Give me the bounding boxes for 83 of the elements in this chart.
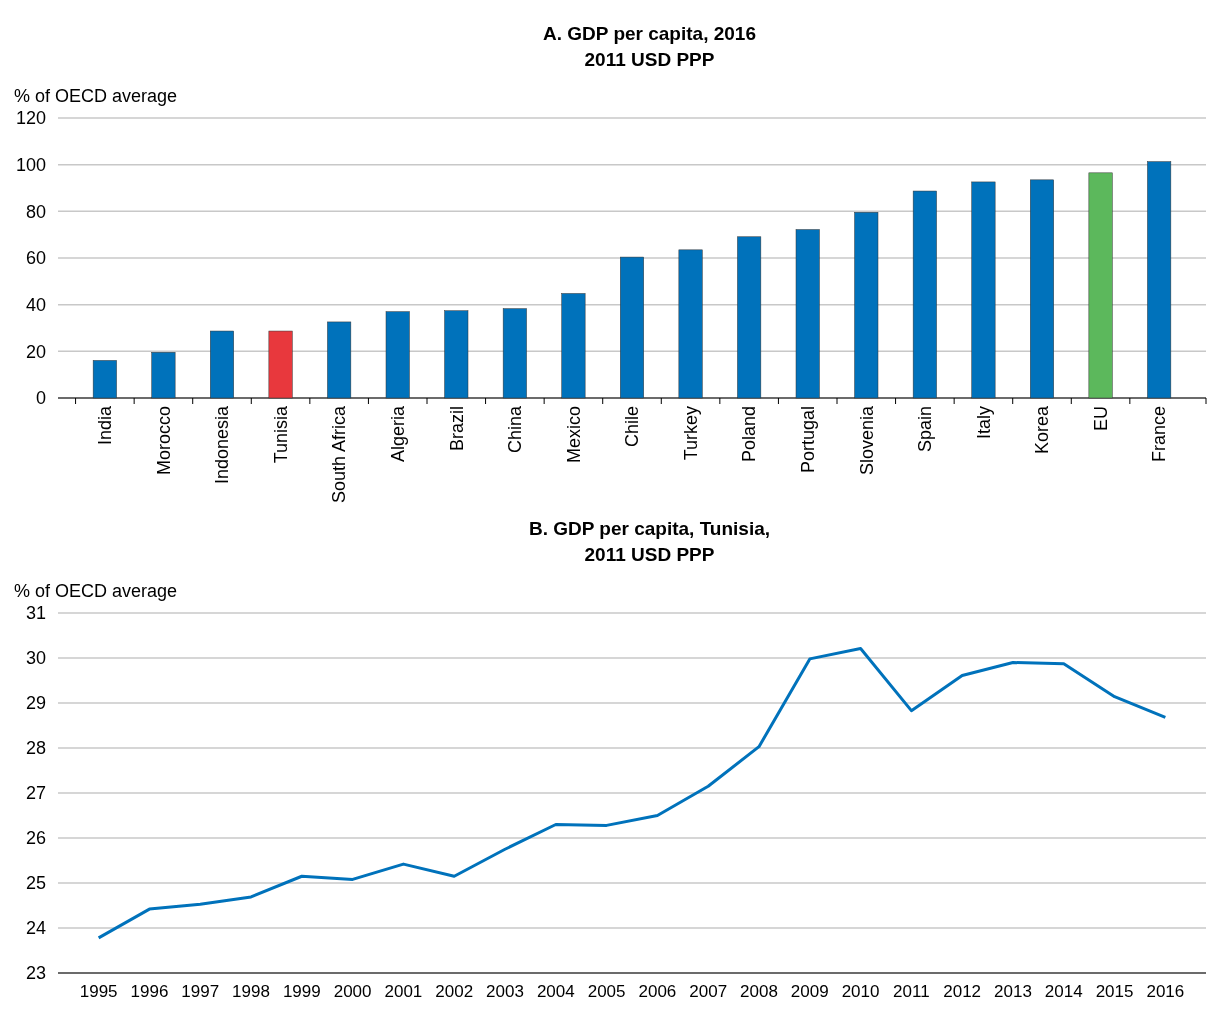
x-tick-label: Indonesia — [212, 405, 233, 485]
x-tick-label: Algeria — [388, 405, 409, 463]
x-tick-label: Brazil — [446, 406, 467, 452]
x-tick-label: 2008 — [740, 982, 778, 1001]
y-tick-label: 120 — [15, 108, 46, 129]
bar — [151, 352, 176, 399]
x-tick-label: 2014 — [1044, 982, 1083, 1001]
x-tick-label: 1999 — [282, 982, 321, 1001]
bar — [385, 311, 410, 399]
chart-subtitle: 2011 USD PPP — [584, 49, 715, 70]
x-tick-label: 2002 — [435, 982, 474, 1001]
x-tick-label: 2016 — [1146, 982, 1185, 1001]
y-tick-label: 25 — [25, 873, 46, 894]
x-tick-label: Turkey — [680, 406, 701, 461]
bar — [912, 190, 937, 399]
x-tick-label: 2003 — [486, 982, 524, 1001]
x-tick-label: France — [1149, 406, 1170, 463]
y-tick-label: 80 — [25, 201, 46, 222]
x-tick-label: 2007 — [689, 982, 728, 1001]
y-tick-label: 40 — [25, 294, 46, 315]
x-tick-label: Poland — [739, 406, 760, 463]
y-tick-label: 29 — [25, 693, 46, 714]
chart-subtitle: 2011 USD PPP — [584, 544, 715, 565]
x-tick-label: Mexico — [563, 406, 584, 464]
bar — [678, 249, 703, 399]
x-tick-label: Italy — [973, 406, 994, 440]
x-tick-label: Morocco — [153, 406, 174, 476]
bar — [327, 321, 352, 399]
bar — [620, 256, 644, 399]
x-tick-label: 1997 — [181, 982, 220, 1001]
x-tick-label: Korea — [1032, 405, 1053, 455]
x-tick-label: 2013 — [994, 982, 1032, 1001]
x-tick-label: China — [505, 405, 526, 454]
bar — [210, 330, 234, 399]
y-axis-title: % of OECD average — [14, 581, 178, 601]
x-tick-label: 2005 — [587, 982, 626, 1001]
x-tick-label: 2000 — [333, 982, 372, 1001]
y-tick-label: 27 — [25, 783, 46, 804]
y-tick-label: 60 — [25, 248, 46, 269]
x-tick-label: Chile — [622, 406, 643, 448]
x-tick-label: 2004 — [536, 982, 575, 1001]
y-tick-label: 30 — [25, 648, 46, 669]
y-tick-label: 100 — [15, 154, 46, 175]
x-tick-label: 1996 — [130, 982, 169, 1001]
x-tick-label: 1998 — [232, 982, 270, 1001]
x-tick-label: 2009 — [790, 982, 829, 1001]
x-tick-label: 1995 — [79, 982, 118, 1001]
bar — [444, 310, 469, 399]
bar — [971, 181, 996, 399]
y-tick-label: 26 — [25, 828, 46, 849]
bar — [561, 293, 586, 399]
bar — [502, 308, 527, 399]
y-tick-label: 0 — [35, 388, 46, 409]
y-tick-label: 31 — [25, 603, 46, 624]
bar — [854, 212, 879, 399]
bar — [92, 360, 117, 399]
x-tick-label: 2015 — [1095, 982, 1134, 1001]
bar — [1030, 179, 1054, 399]
x-tick-label: 2001 — [384, 982, 423, 1001]
y-tick-label: 28 — [25, 738, 46, 759]
y-tick-label: 24 — [25, 918, 46, 939]
y-axis-title: % of OECD average — [14, 86, 178, 106]
x-tick-label: South Africa — [329, 405, 350, 504]
bar — [268, 330, 293, 399]
x-tick-label: 2010 — [841, 982, 880, 1001]
x-tick-label: Slovenia — [856, 405, 877, 476]
bar — [737, 236, 762, 399]
x-tick-label: Tunisia — [270, 405, 291, 464]
x-tick-label: Portugal — [798, 406, 819, 474]
x-tick-label: EU — [1090, 406, 1111, 432]
y-tick-label: 23 — [25, 963, 46, 984]
bar — [795, 229, 820, 399]
x-tick-label: 2012 — [943, 982, 982, 1001]
y-tick-label: 20 — [25, 341, 46, 362]
x-tick-label: India — [95, 405, 116, 446]
x-tick-label: 2006 — [638, 982, 677, 1001]
chart-title: B. GDP per capita, Tunisia, — [528, 518, 771, 539]
x-tick-label: Spain — [915, 406, 936, 453]
line-series — [97, 647, 1167, 940]
chart-title: A. GDP per capita, 2016 — [543, 23, 756, 44]
bar — [1147, 161, 1172, 399]
bar — [1088, 172, 1113, 399]
x-tick-label: 2011 — [893, 982, 930, 1001]
